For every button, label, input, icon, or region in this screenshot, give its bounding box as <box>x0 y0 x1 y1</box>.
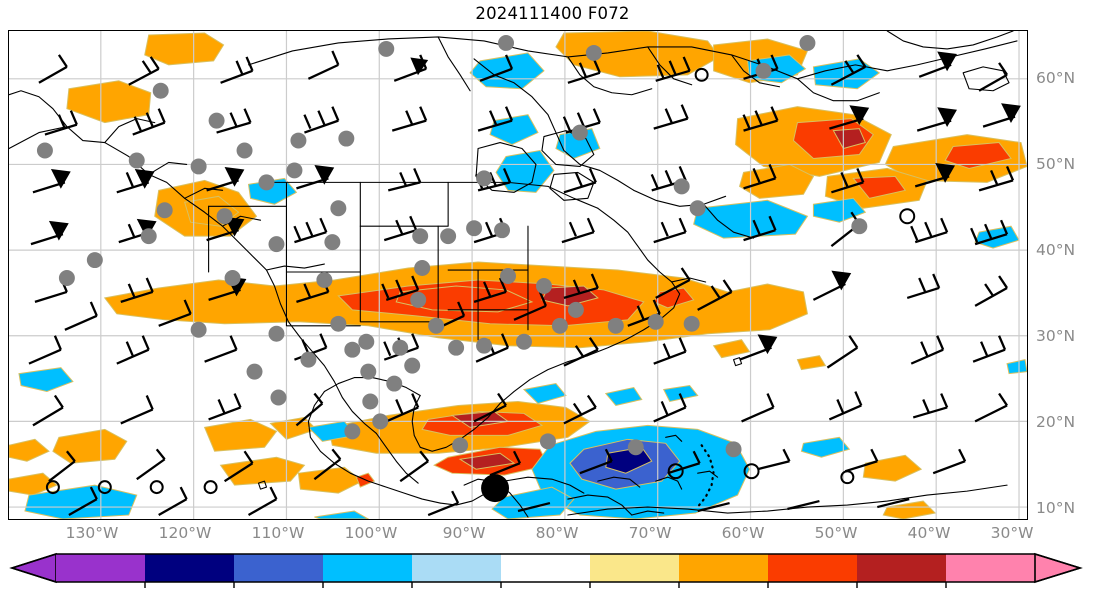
calm-wind-circles <box>45 67 916 495</box>
wind-barbs <box>28 50 1021 517</box>
lon-label: 120°W <box>158 524 212 542</box>
colorbar: −0.90 −0.72 −0.54 −0.36 −0.18 0.18 0.36 … <box>0 548 1105 615</box>
lon-label: 130°W <box>65 524 119 542</box>
lon-label: 100°W <box>344 524 398 542</box>
lat-label: 20°N <box>1036 413 1076 431</box>
lat-label: 30°N <box>1036 327 1076 345</box>
gridlines <box>9 31 1027 519</box>
page-title: 2024111400 F072 <box>475 4 630 23</box>
lat-label: 60°N <box>1036 69 1076 87</box>
lon-label: 110°W <box>251 524 305 542</box>
lon-label: 90°W <box>442 524 486 542</box>
colorbar-extend-low <box>9 552 57 584</box>
colorbar-swatches <box>9 552 1083 588</box>
lon-label: 80°W <box>535 524 579 542</box>
map-panel <box>8 30 1028 520</box>
lon-label: 70°W <box>628 524 672 542</box>
lat-label: 50°N <box>1036 155 1076 173</box>
lat-label: 40°N <box>1036 241 1076 259</box>
colorbar-extend-high <box>1034 552 1083 584</box>
highlight-marker <box>481 474 510 503</box>
filled-contours <box>9 31 1027 519</box>
lat-label: 10°N <box>1036 499 1076 517</box>
lon-label: 40°W <box>907 524 951 542</box>
lon-label: 60°W <box>721 524 765 542</box>
map-canvas <box>9 31 1027 519</box>
lon-label: 30°W <box>990 524 1034 542</box>
station-markers <box>36 34 868 503</box>
lon-label: 50°W <box>814 524 858 542</box>
